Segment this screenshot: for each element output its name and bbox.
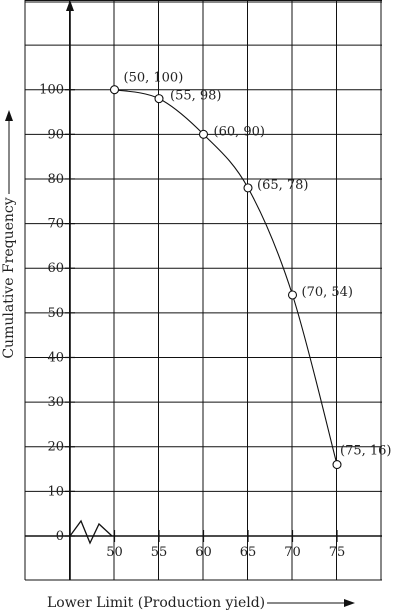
x-axis-title-arrowhead	[344, 599, 355, 607]
data-point-label: (70, 54)	[302, 285, 354, 300]
x-tick-label: 75	[329, 545, 346, 560]
y-tick-label: 90	[47, 127, 64, 142]
y-tick-labels: 0 10 20 30 40 50 60 70 80 90 100	[39, 83, 75, 544]
x-tick-label: 70	[284, 545, 301, 560]
x-axis-title: Lower Limit (Production yield)	[47, 595, 265, 611]
ogive-curve	[114, 89, 338, 465]
data-point-label: (60, 90)	[214, 124, 266, 139]
y-axis-arrowhead	[66, 0, 74, 11]
y-tick-label: 100	[39, 83, 64, 98]
x-tick-label: 55	[151, 545, 168, 560]
x-tick-label: 60	[195, 545, 212, 560]
y-tick-label: 20	[47, 440, 64, 455]
y-tick-label: 60	[47, 261, 64, 276]
x-axis-break	[69, 519, 113, 545]
x-tick-label: 50	[106, 545, 123, 560]
data-point-label: (55, 98)	[170, 89, 222, 104]
y-tick-label: 30	[47, 395, 64, 410]
x-tick-labels: 50 55 60 65 70 75	[106, 530, 345, 560]
grid	[24, 0, 382, 581]
data-point	[109, 85, 120, 95]
y-axis-title-arrowhead	[5, 110, 13, 121]
data-point	[198, 129, 209, 139]
y-tick-label: 50	[47, 306, 64, 321]
point-labels: (50, 100) (55, 98) (60, 90) (65, 78) (70, 54…	[124, 71, 392, 459]
data-points	[109, 85, 342, 470]
data-point	[243, 183, 253, 193]
x-tick-label: 65	[240, 545, 257, 560]
y-tick-label: 40	[47, 350, 64, 365]
data-point	[332, 460, 342, 470]
data-point-label: (75, 16)	[340, 444, 392, 459]
data-point-label: (50, 100)	[124, 71, 184, 86]
data-point-label: (65, 78)	[257, 178, 309, 193]
y-axis-title: Cumulative Frequency	[1, 197, 17, 358]
y-tick-label: 10	[47, 484, 64, 499]
data-point	[154, 94, 164, 104]
y-tick-label: 80	[47, 172, 64, 187]
y-tick-label: 0	[56, 529, 64, 544]
y-tick-label: 70	[47, 217, 64, 232]
data-point	[287, 290, 298, 300]
